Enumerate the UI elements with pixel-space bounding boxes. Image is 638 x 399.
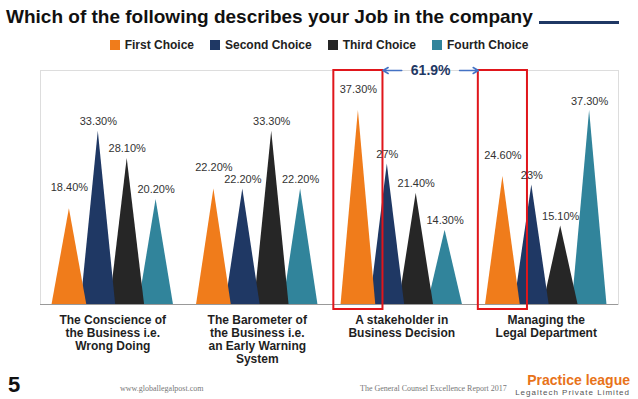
svg-text:21.40%: 21.40%	[398, 177, 436, 189]
svg-text:61.9%: 61.9%	[411, 62, 451, 78]
svg-text:The Conscience ofthe Business: The Conscience ofthe Business i.e.Wrong …	[59, 313, 167, 353]
svg-text:37.30%: 37.30%	[340, 83, 378, 95]
svg-text:33.30%: 33.30%	[80, 115, 118, 127]
html-text:The General Counsel Excellence: The General Counsel Excellence Report 20…	[360, 384, 507, 393]
svg-text:37.30%: 37.30%	[571, 95, 609, 107]
svg-text:27%: 27%	[376, 148, 398, 160]
svg-text:15.10%: 15.10%	[542, 210, 580, 222]
html-text:Third Choice: Third Choice	[342, 38, 416, 52]
svg-text:22.20%: 22.20%	[224, 173, 262, 185]
svg-text:22.20%: 22.20%	[282, 173, 320, 185]
html-text:First Choice: First Choice	[124, 38, 194, 52]
svg-text:18.40%: 18.40%	[51, 181, 89, 193]
svg-text:14.30%: 14.30%	[426, 214, 464, 226]
html-text:www.globallegalpost.com: www.globallegalpost.com	[120, 384, 204, 393]
svg-text:Managing theLegal Department: Managing theLegal Department	[496, 313, 597, 340]
svg-text:23%: 23%	[521, 169, 543, 181]
html-text:Practice league: Practice league	[527, 372, 630, 388]
html-text:5: 5	[8, 372, 21, 397]
html-text:Legaltech Private Limited: Legaltech Private Limited	[515, 388, 630, 397]
svg-text:33.30%: 33.30%	[253, 115, 291, 127]
svg-text:28.10%: 28.10%	[109, 142, 147, 154]
svg-text:The Barometer ofthe Business i: The Barometer ofthe Business i.e.an Earl…	[208, 313, 308, 367]
svg-text:22.20%: 22.20%	[195, 161, 233, 173]
html-text:Second Choice: Second Choice	[225, 38, 312, 52]
html-text:Which of the following describ: Which of the following describes your Jo…	[6, 6, 533, 27]
svg-text:A stakeholder inBusiness Decis: A stakeholder inBusiness Decision	[348, 313, 455, 340]
svg-text:24.60%: 24.60%	[484, 149, 522, 161]
svg-text:20.20%: 20.20%	[137, 183, 175, 195]
html-text:Fourth Choice: Fourth Choice	[447, 38, 529, 52]
